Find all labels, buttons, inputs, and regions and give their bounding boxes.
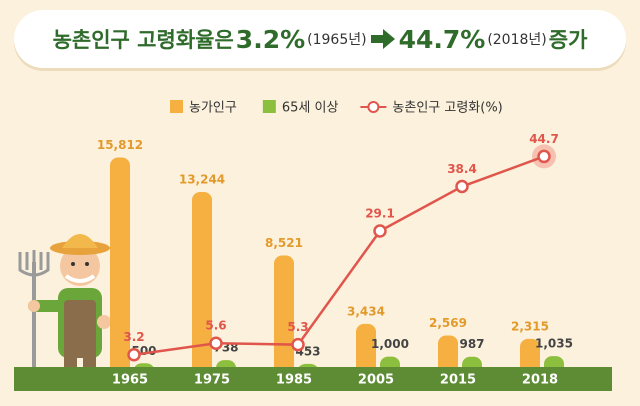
- value-label: 1,035: [535, 337, 573, 351]
- line: [133, 155, 545, 356]
- bar: [438, 335, 458, 376]
- value-label: 38.4: [447, 162, 477, 176]
- arrow-icon: [370, 29, 395, 49]
- value-label: 3.2: [123, 330, 144, 344]
- value-label: 5.6: [205, 319, 226, 333]
- x-tick-label: 2018: [522, 373, 558, 388]
- line-point: [537, 149, 551, 164]
- farmer-illustration: [18, 234, 111, 372]
- x-tick-label: 2005: [358, 373, 394, 388]
- bar: [356, 323, 376, 376]
- value-label: 8,521: [265, 236, 303, 250]
- value-label: 5.3: [287, 320, 308, 334]
- ground-strip: [14, 367, 612, 391]
- legend-swatch: [262, 100, 276, 113]
- x-tick-label: 2015: [440, 373, 476, 388]
- legend-label: 농가인구: [189, 101, 237, 116]
- title-part: (1965년): [307, 32, 367, 48]
- bar: [274, 255, 294, 376]
- legend-swatch: [170, 100, 183, 113]
- line-point: [127, 347, 141, 362]
- value-label: 2,569: [429, 316, 467, 330]
- value-label: 2,315: [511, 319, 549, 333]
- bar: [520, 338, 540, 376]
- legend-label: 65세 이상: [282, 101, 339, 116]
- value-label: 29.1: [365, 206, 395, 220]
- title-part: 증가: [548, 28, 588, 52]
- x-tick-label: 1985: [276, 373, 312, 388]
- title-part: (2018년): [487, 32, 547, 48]
- title-banner: 농촌인구 고령화율은 3.2% (1965년) 44.7% (2018년) 증가: [14, 10, 626, 68]
- title-part: 농촌인구 고령화율은: [52, 28, 234, 52]
- value-label: 1,000: [371, 337, 409, 351]
- bar: [110, 157, 130, 376]
- x-tick-label: 1965: [112, 373, 148, 388]
- line-point: [373, 224, 387, 238]
- legend-label: 농촌인구 고령화(%): [392, 101, 502, 116]
- title-part: 3.2%: [235, 24, 306, 54]
- value-label: 15,812: [97, 138, 143, 152]
- value-label: 13,244: [179, 173, 225, 187]
- line-point: [209, 336, 223, 350]
- value-label: 987: [459, 337, 484, 351]
- x-tick-label: 1975: [194, 373, 230, 388]
- value-label: 44.7: [529, 132, 559, 146]
- bar: [192, 192, 212, 376]
- legend-marker: [367, 101, 380, 113]
- line-point: [455, 179, 469, 194]
- title-part: 44.7%: [398, 24, 486, 54]
- line-point: [291, 337, 305, 352]
- value-label: 3,434: [347, 304, 385, 318]
